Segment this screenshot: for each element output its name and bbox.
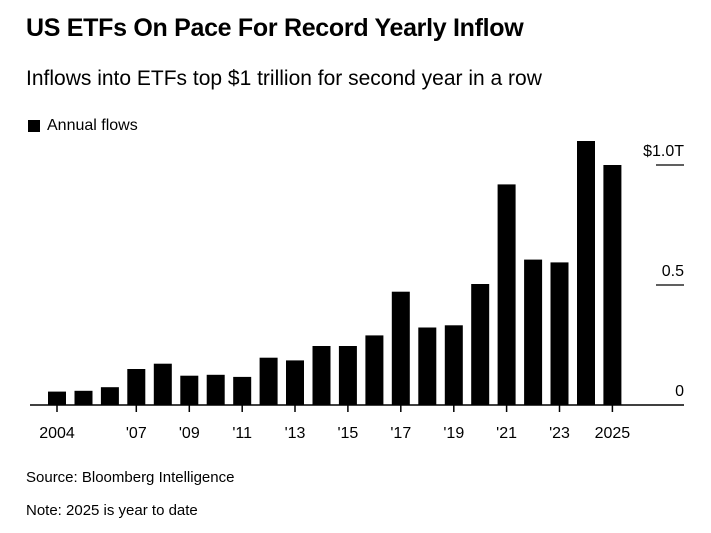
bar-2024	[577, 141, 595, 405]
bar-2020	[471, 284, 490, 405]
bar-2009	[180, 375, 199, 405]
x-tick-label-2015: '15	[337, 425, 358, 442]
bar-2025	[603, 165, 622, 405]
x-tick-label-2011: '11	[232, 425, 252, 442]
bar-2016	[365, 335, 384, 405]
bar-2005	[74, 390, 93, 405]
bar-2004	[48, 391, 66, 405]
source-note: Source: Bloomberg Intelligence	[26, 469, 235, 486]
y-tick-label-1: $1.0T	[643, 143, 684, 160]
x-tick-label-2009: '09	[179, 425, 200, 442]
bar-2011	[233, 376, 252, 405]
bar-2017	[391, 291, 410, 405]
bar-2014	[312, 346, 331, 405]
chart-title: US ETFs On Pace For Record Yearly Inflow	[26, 14, 524, 42]
bar-2010	[206, 374, 225, 405]
x-tick-label-2025: 2025	[595, 425, 631, 442]
bar-2023	[550, 262, 569, 405]
x-axis-ticks: 2004 '07 '09 '11 '13 '15 '17 '19 '21 '23 2025	[39, 405, 630, 442]
x-tick-label-2013: '13	[285, 425, 306, 442]
bar-2007	[127, 369, 146, 405]
y-tick-label-0.5: 0.5	[662, 263, 684, 280]
x-tick-label-2023: '23	[549, 425, 570, 442]
bar-2012	[259, 357, 278, 405]
legend-swatch	[28, 120, 40, 132]
x-tick-label-2004: 2004	[39, 425, 75, 442]
bars-group	[48, 141, 622, 405]
legend-label: Annual flows	[47, 117, 138, 134]
bar-2015	[338, 346, 357, 405]
x-tick-label-2017: '17	[390, 425, 411, 442]
y-axis: 0 0.5 $1.0T	[643, 143, 684, 400]
bar-2018	[418, 327, 437, 405]
y-tick-label-0: 0	[675, 383, 684, 400]
x-tick-label-2007: '07	[126, 425, 147, 442]
x-tick-label-2021: '21	[496, 425, 517, 442]
x-tick-label-2019: '19	[443, 425, 464, 442]
bar-2019	[444, 325, 463, 405]
footnote: Note: 2025 is year to date	[26, 502, 198, 519]
bar-2021	[497, 184, 516, 405]
legend: Annual flows	[28, 117, 138, 135]
chart-subtitle: Inflows into ETFs top $1 trillion for se…	[26, 67, 542, 90]
bar-2008	[153, 363, 172, 405]
bar-2022	[524, 259, 543, 405]
bar-2006	[100, 387, 119, 405]
bar-2013	[286, 360, 304, 405]
